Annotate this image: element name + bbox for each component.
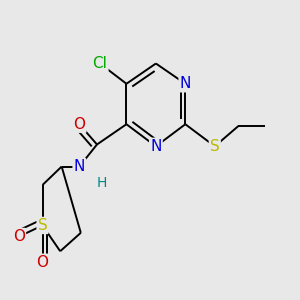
Text: N: N: [74, 159, 85, 174]
Text: O: O: [13, 229, 25, 244]
Text: O: O: [73, 117, 85, 132]
Text: S: S: [210, 139, 220, 154]
Text: Cl: Cl: [92, 56, 107, 71]
Text: O: O: [37, 255, 49, 270]
Text: N: N: [150, 139, 162, 154]
Text: N: N: [180, 76, 191, 91]
Text: S: S: [38, 218, 47, 233]
Text: H: H: [96, 176, 106, 190]
